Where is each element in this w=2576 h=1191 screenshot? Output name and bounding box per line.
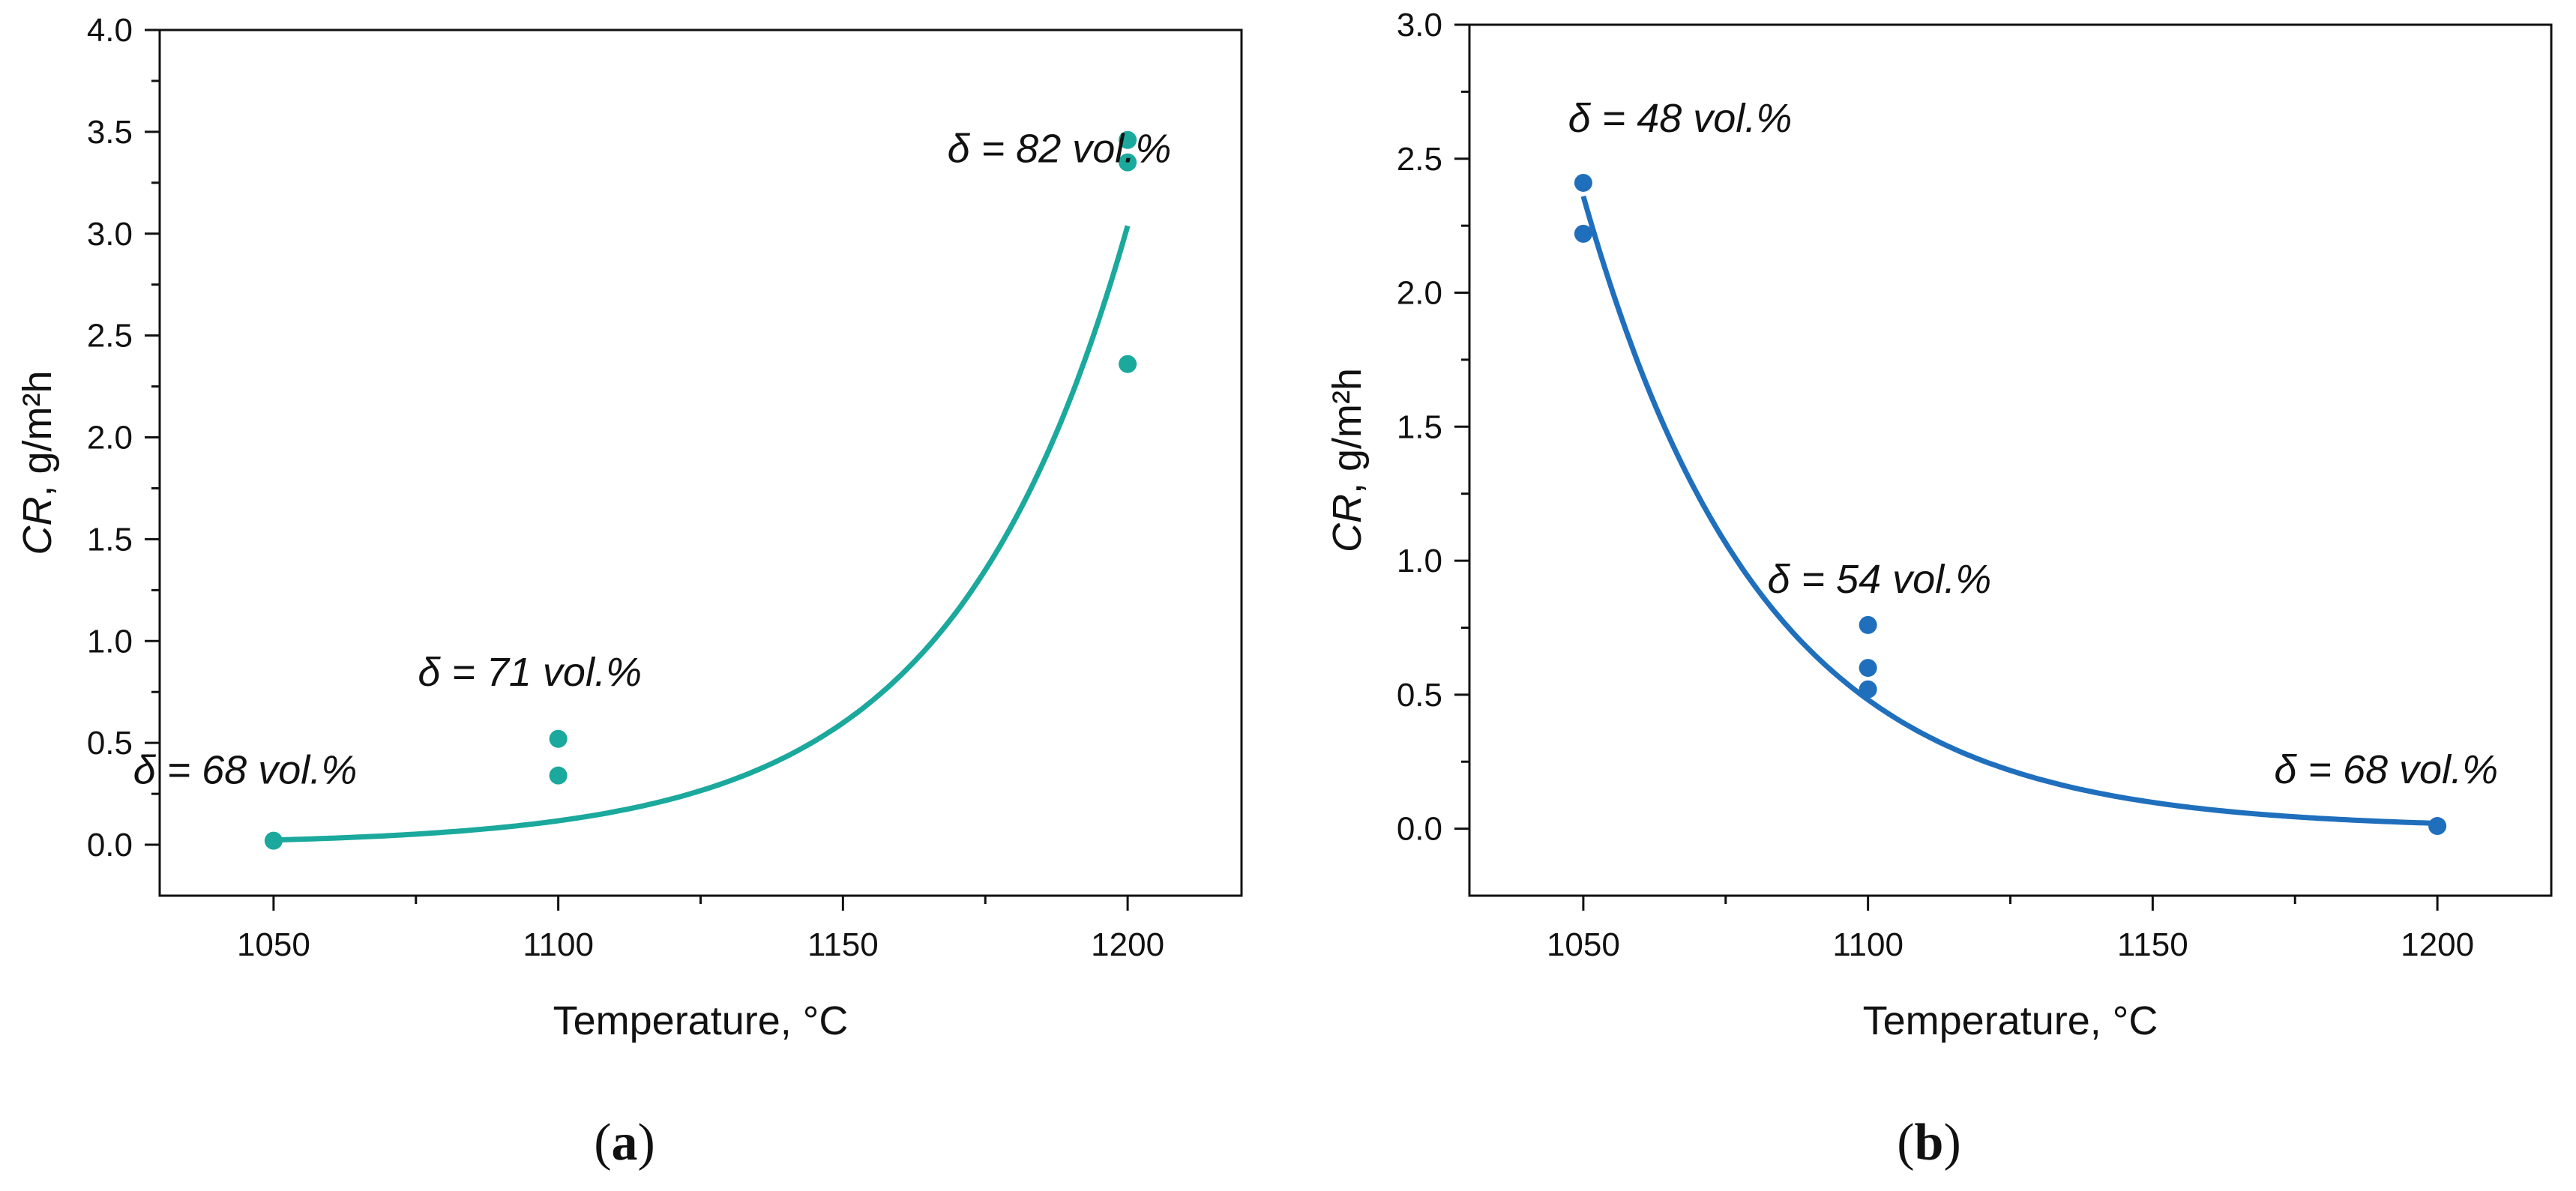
data-point <box>1119 130 1137 149</box>
y-axis-title-unit: , g/m²h <box>1325 368 1370 494</box>
delta-annotation: δ = 68 vol.% <box>133 748 358 793</box>
delta-annotation: δ = 68 vol.% <box>2274 747 2498 792</box>
y-tick-label: 4.0 <box>87 12 133 49</box>
y-tick-label: 1.0 <box>87 623 133 660</box>
fit-curve <box>273 225 1131 843</box>
x-tick-label: 1050 <box>1547 926 1620 963</box>
delta-annotation: δ = 48 vol.% <box>1568 96 1793 141</box>
x-tick-label: 1100 <box>1832 926 1904 963</box>
x-tick-label: 1150 <box>2117 926 2188 963</box>
y-axis-title-unit: , g/m²h <box>15 370 60 496</box>
data-point <box>1119 153 1137 172</box>
x-axis-title: Temperature, °C <box>553 998 849 1043</box>
delta-annotation: δ = 54 vol.% <box>1767 557 1991 602</box>
x-tick-label: 1200 <box>1091 926 1164 963</box>
y-axis-title-symbol: CR <box>15 497 60 555</box>
y-tick-label: 0.5 <box>87 725 133 762</box>
data-point <box>549 729 568 748</box>
y-tick-label: 1.5 <box>87 521 133 558</box>
panel-label: (a) <box>594 1114 655 1172</box>
y-tick-label: 2.0 <box>87 420 133 456</box>
y-tick-label: 0.5 <box>1397 677 1442 714</box>
delta-annotation: δ = 82 vol.% <box>948 127 1172 172</box>
x-tick-label: 1150 <box>807 926 879 963</box>
x-axis-title: Temperature, °C <box>1863 998 2158 1043</box>
y-tick-label: 3.5 <box>87 114 133 151</box>
data-point <box>1119 355 1137 373</box>
y-tick-label: 0.0 <box>1397 811 1442 848</box>
x-tick-label: 1100 <box>523 926 594 963</box>
data-point <box>1859 659 1877 678</box>
y-axis-title: CR, g/m²h <box>1325 368 1370 552</box>
panel-label: (b) <box>1897 1114 1961 1172</box>
y-axis-title: CR, g/m²h <box>15 370 60 555</box>
y-tick-label: 2.0 <box>1397 275 1442 312</box>
data-point <box>549 766 568 785</box>
data-point <box>1574 224 1592 243</box>
data-point <box>1574 173 1592 192</box>
y-axis-title-symbol: CR <box>1325 494 1370 552</box>
x-tick-label: 1200 <box>2401 926 2474 963</box>
y-tick-label: 3.0 <box>1397 7 1442 43</box>
y-tick-label: 2.5 <box>1397 141 1442 178</box>
y-tick-label: 1.5 <box>1397 408 1442 445</box>
y-tick-label: 3.0 <box>87 216 133 253</box>
y-tick-label: 1.0 <box>1397 543 1442 579</box>
data-point <box>264 831 283 850</box>
data-point <box>1859 615 1877 634</box>
data-point <box>2428 817 2447 836</box>
chart-panel-a: 1050 1100 1150 1200 0.0 0.5 1.0 1.5 2.0 2.5 3.0 3.5… <box>15 12 1243 1172</box>
delta-annotation: δ = 71 vol.% <box>418 650 642 695</box>
y-tick-label: 0.0 <box>87 827 133 863</box>
data-point <box>1859 680 1877 699</box>
x-tick-label: 1050 <box>237 926 310 963</box>
fit-curve <box>1580 195 2438 826</box>
chart-panel-b: 1050 1100 1150 1200 0.0 0.5 1.0 1.5 2.0 2.5 3.0 Tem… <box>1325 7 2553 1172</box>
y-tick-label: 2.5 <box>87 318 133 355</box>
